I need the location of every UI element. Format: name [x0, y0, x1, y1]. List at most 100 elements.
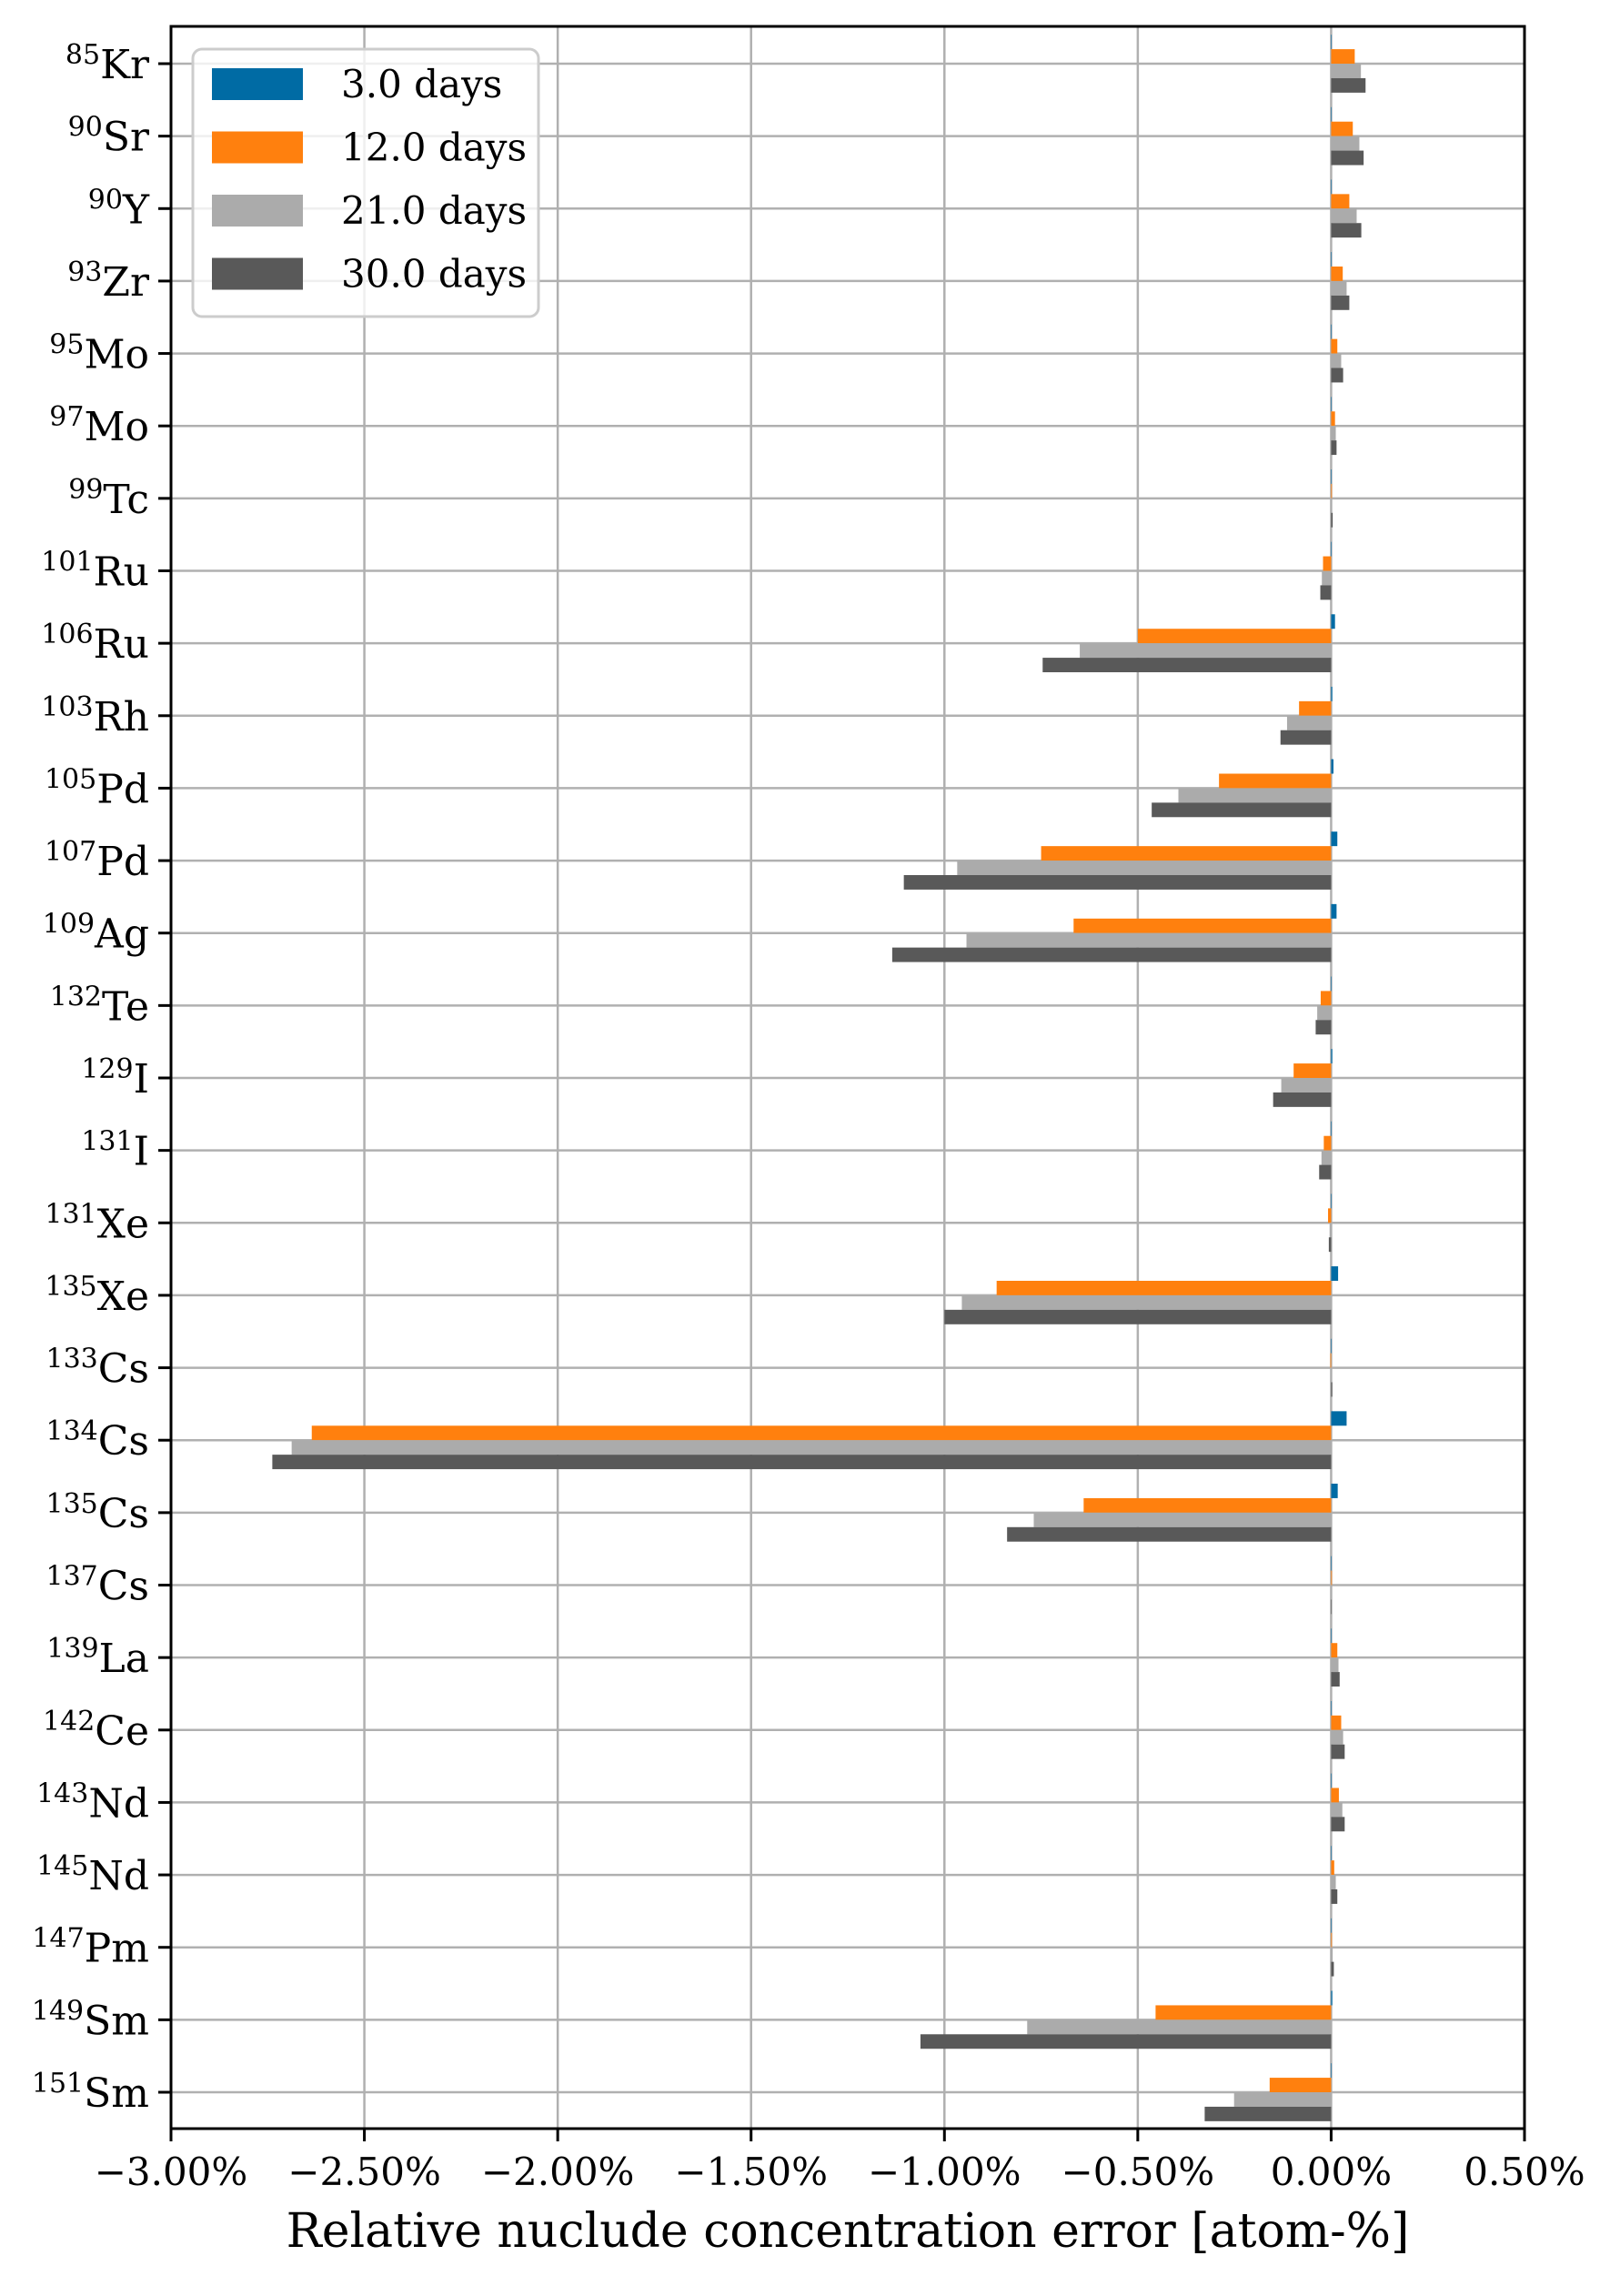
- bar: [1152, 802, 1332, 818]
- element-symbol: Mo: [84, 404, 149, 450]
- y-tick-label-nuclide: 134Cs: [45, 1415, 149, 1465]
- bar: [891, 947, 1332, 962]
- element-symbol: Ru: [94, 621, 149, 668]
- x-tick-label: −3.00%: [95, 2150, 248, 2194]
- bar: [1331, 368, 1343, 383]
- legend-box: [191, 47, 540, 318]
- element-symbol: Pd: [96, 839, 149, 885]
- bar: [1331, 267, 1343, 281]
- bar: [1320, 991, 1332, 1006]
- bar: [1331, 179, 1333, 195]
- mass-number: 93: [67, 257, 102, 288]
- bar: [1330, 1353, 1332, 1368]
- mass-number: 143: [36, 1777, 88, 1809]
- element-symbol: Xe: [97, 1201, 149, 1247]
- bar: [1320, 585, 1332, 600]
- bar: [1331, 1802, 1343, 1818]
- bar: [1331, 1628, 1333, 1644]
- bar: [1322, 570, 1332, 586]
- mass-number: 105: [45, 763, 96, 795]
- element-symbol: Te: [102, 983, 149, 1030]
- mass-number: 90: [88, 184, 123, 216]
- bar: [1331, 1193, 1333, 1209]
- mass-number: 135: [45, 1271, 96, 1303]
- bar: [1331, 1570, 1333, 1586]
- bar: [1331, 77, 1366, 93]
- bar: [1331, 1049, 1333, 1064]
- element-symbol: La: [99, 1636, 149, 1682]
- mass-number: 135: [45, 1488, 97, 1520]
- bar: [1331, 483, 1333, 498]
- bar: [1331, 35, 1333, 50]
- bar: [966, 932, 1332, 948]
- bar: [1331, 324, 1333, 339]
- y-tick-label-nuclide: 103Rh: [41, 691, 149, 740]
- bar: [1319, 1164, 1332, 1180]
- bar: [272, 1455, 1332, 1470]
- mass-number: 132: [50, 981, 102, 1012]
- bar: [1331, 498, 1333, 513]
- element-symbol: Sm: [84, 1998, 149, 2044]
- bar: [1331, 1729, 1343, 1745]
- bar: [1331, 1556, 1333, 1571]
- series-3-0-days: [1331, 35, 1347, 2079]
- bar: [1331, 397, 1333, 412]
- bar: [944, 1309, 1332, 1324]
- bar: [1331, 1875, 1336, 1889]
- bar: [1331, 1643, 1338, 1658]
- mass-number: 134: [45, 1415, 97, 1447]
- bar: [1331, 1817, 1345, 1832]
- bar: [1331, 338, 1338, 354]
- x-axis-title: Relative nuclude concentration error [at…: [287, 2204, 1410, 2259]
- legend-label: 12.0 days: [341, 126, 527, 170]
- y-tick-label-nuclide: 90Y: [88, 184, 150, 233]
- bar: [1137, 629, 1332, 644]
- bar: [1331, 1382, 1333, 1397]
- element-symbol: Nd: [88, 1780, 149, 1827]
- legend-label: 3.0 days: [341, 62, 502, 106]
- bar: [1331, 150, 1364, 166]
- series-30-0-days: [272, 77, 1366, 2121]
- mass-number: 101: [41, 547, 93, 579]
- element-symbol: Cs: [98, 1491, 149, 1537]
- y-tick-label-nuclide: 139La: [46, 1633, 149, 1682]
- bar: [1331, 121, 1353, 136]
- bar: [1331, 614, 1335, 629]
- mass-number: 139: [46, 1633, 98, 1665]
- bar: [1331, 1918, 1333, 1933]
- bar: [1331, 1700, 1333, 1716]
- mass-number: 133: [45, 1344, 97, 1375]
- bar: [920, 2034, 1332, 2049]
- bar: [1328, 1237, 1332, 1253]
- bar: [1033, 1512, 1332, 1527]
- element-symbol: I: [134, 1056, 149, 1103]
- bar: [1331, 106, 1333, 122]
- x-tick-label: −0.50%: [1062, 2150, 1215, 2194]
- bar: [1331, 1744, 1345, 1759]
- bar: [1315, 1020, 1332, 1035]
- y-tick-label-nuclide: 129I: [81, 1053, 149, 1103]
- y-tick-label-nuclide: 147Pm: [32, 1923, 149, 1972]
- element-symbol: Sr: [103, 115, 150, 161]
- y-tick-label-nuclide: 143Nd: [36, 1777, 149, 1827]
- bar: [1073, 918, 1332, 933]
- mass-number: 107: [45, 836, 96, 868]
- element-symbol: Cs: [98, 1346, 149, 1393]
- legend-swatch: [212, 131, 303, 164]
- mass-number: 99: [68, 474, 103, 506]
- mass-number: 129: [81, 1053, 133, 1085]
- bar: [1331, 426, 1336, 441]
- bar: [1331, 1990, 1333, 2006]
- bar: [1331, 411, 1335, 427]
- element-symbol: Ce: [95, 1708, 149, 1755]
- bar: [1331, 512, 1333, 528]
- bar: [1299, 700, 1332, 716]
- bar: [1331, 295, 1350, 310]
- bar: [1331, 252, 1333, 267]
- bar: [1041, 846, 1332, 861]
- bar: [1273, 1092, 1332, 1107]
- bar: [1233, 2092, 1332, 2107]
- bar: [1331, 831, 1338, 847]
- y-tick-label-nuclide: 97Mo: [49, 401, 149, 450]
